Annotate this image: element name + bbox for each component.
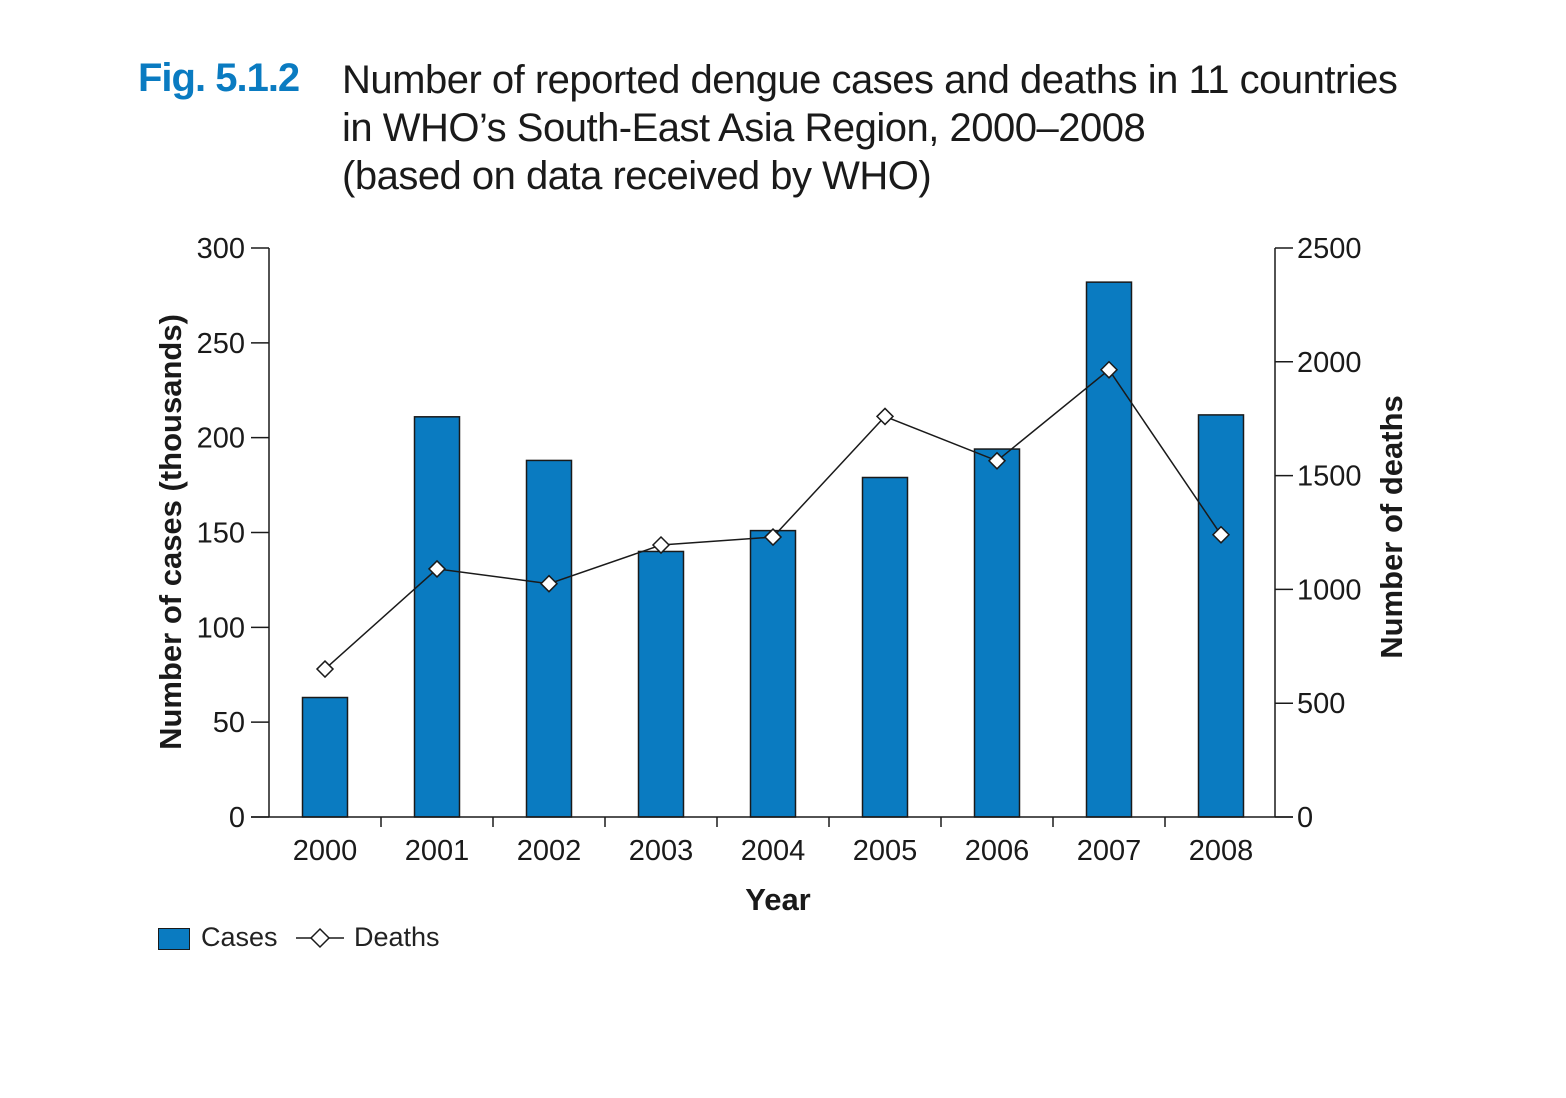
marker-deaths-2003	[651, 535, 671, 555]
marker-deaths-2001	[427, 559, 447, 578]
x-tick-label-2007: 2007	[1077, 835, 1142, 867]
y-tick-label-300: 300	[197, 233, 245, 265]
bar-cases-2005	[861, 476, 909, 818]
y2-tick-label-1500: 1500	[1297, 461, 1362, 493]
x-tick-label-2001: 2001	[405, 835, 470, 867]
y2-tick-label-2500: 2500	[1297, 233, 1362, 265]
bar-cases-2004	[749, 529, 797, 818]
y2-tick-label-0: 0	[1297, 802, 1313, 834]
x-tick-label-2004: 2004	[741, 835, 806, 867]
y2-tick-label-500: 500	[1297, 688, 1345, 720]
y-tick-label-150: 150	[197, 518, 245, 550]
title-line-2: in WHO’s South-East Asia Region, 2000–20…	[342, 106, 1146, 150]
x-tick-label-2002: 2002	[517, 835, 582, 867]
bar-cases-2003	[637, 550, 685, 818]
y2-tick-label-2000: 2000	[1297, 347, 1362, 379]
title-line-1: Number of reported dengue cases and deat…	[342, 58, 1398, 102]
y-tick-label-50: 50	[213, 707, 245, 739]
marker-deaths-2007	[1099, 360, 1119, 379]
y-tick-label-0: 0	[229, 802, 245, 834]
y-tick-label-250: 250	[197, 328, 245, 360]
y2-tick-label-1000: 1000	[1297, 574, 1362, 606]
marker-deaths-2006	[987, 451, 1007, 470]
legend-deaths-marker	[296, 927, 344, 949]
marker-deaths-2000	[315, 659, 335, 679]
x-tick-label-2008: 2008	[1189, 835, 1254, 867]
figure-label: Fig. 5.1.2	[138, 56, 300, 100]
legend-cases-label: Cases	[201, 922, 278, 952]
title-line-3: (based on data received by WHO)	[342, 154, 932, 198]
y-tick-label-100: 100	[197, 612, 245, 644]
marker-deaths-2004	[763, 527, 783, 547]
figure-title: Number of reported dengue cases and deat…	[342, 56, 1462, 200]
marker-deaths-2005	[875, 407, 895, 426]
bar-cases-2006	[973, 448, 1021, 818]
y-tick-label-200: 200	[197, 423, 245, 455]
x-tick-label-2006: 2006	[965, 835, 1030, 867]
bar-cases-2008	[1197, 414, 1245, 818]
x-tick-label-2000: 2000	[293, 835, 358, 867]
legend-deaths-label: Deaths	[354, 922, 440, 952]
marker-deaths-2008	[1211, 525, 1231, 544]
bar-cases-2002	[525, 459, 573, 818]
x-tick-label-2005: 2005	[853, 835, 918, 867]
y-axis-title-left: Number of cases (thousands)	[153, 314, 188, 750]
y-axis-title-right: Number of deaths	[1374, 395, 1409, 659]
bar-cases-2000	[301, 696, 349, 818]
bar-cases-2001	[413, 416, 461, 818]
legend-cases-swatch	[158, 928, 190, 950]
x-axis-title: Year	[745, 882, 811, 917]
x-tick-label-2003: 2003	[629, 835, 694, 867]
marker-deaths-2002	[539, 574, 559, 593]
